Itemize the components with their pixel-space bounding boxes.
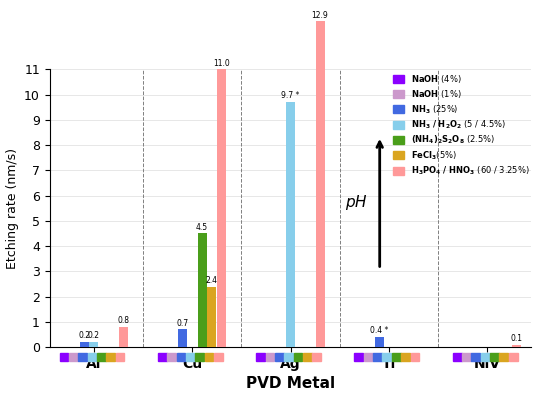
Bar xyxy=(509,353,518,361)
Bar xyxy=(316,21,324,347)
Bar xyxy=(374,337,383,347)
Bar xyxy=(186,353,195,361)
Bar xyxy=(88,353,97,361)
X-axis label: PVD Metal: PVD Metal xyxy=(246,376,335,391)
Bar xyxy=(392,353,401,361)
Bar xyxy=(207,287,216,347)
Bar xyxy=(462,353,471,361)
Bar xyxy=(195,353,204,361)
Bar xyxy=(373,353,382,361)
Text: 0.4 *: 0.4 * xyxy=(370,326,388,335)
Bar xyxy=(214,353,223,361)
Bar xyxy=(410,353,419,361)
Legend: $\bf{NaOH}$ $(4\%)$, $\bf{NaOH}$ $(1\%)$, $\bf{NH_3}$ $(25\%)$, $\bf{NH_3}$$\bf{: $\bf{NaOH}$ $(4\%)$, $\bf{NaOH}$ $(1\%)$… xyxy=(390,71,532,180)
Bar xyxy=(69,353,78,361)
Bar xyxy=(294,353,302,361)
Text: 2.4: 2.4 xyxy=(206,276,218,285)
Bar xyxy=(78,353,87,361)
Text: $\mathit{pH}$: $\mathit{pH}$ xyxy=(345,193,368,212)
Bar xyxy=(499,353,509,361)
Bar xyxy=(106,353,115,361)
Text: 11.0: 11.0 xyxy=(213,58,230,67)
Bar xyxy=(453,353,462,361)
Bar xyxy=(284,353,293,361)
Bar xyxy=(312,353,321,361)
Text: 12.9: 12.9 xyxy=(311,11,329,19)
Text: 0.2: 0.2 xyxy=(88,331,100,340)
Bar xyxy=(471,353,480,361)
Bar xyxy=(490,353,499,361)
Bar xyxy=(158,353,166,361)
Bar xyxy=(303,353,311,361)
Text: 4.5: 4.5 xyxy=(196,223,208,232)
Text: 0.8: 0.8 xyxy=(118,316,129,325)
Bar xyxy=(382,353,391,361)
Bar xyxy=(354,353,364,361)
Bar xyxy=(401,353,410,361)
Text: 9.7 *: 9.7 * xyxy=(281,91,300,100)
Bar xyxy=(79,342,89,347)
Bar xyxy=(115,353,125,361)
Bar xyxy=(286,102,295,347)
Bar xyxy=(90,342,98,347)
Text: 0.1: 0.1 xyxy=(511,334,523,343)
Bar xyxy=(265,353,274,361)
Bar xyxy=(256,353,265,361)
Y-axis label: Etching rate (nm/s): Etching rate (nm/s) xyxy=(5,148,19,269)
Bar xyxy=(97,353,106,361)
Bar xyxy=(275,353,284,361)
Bar xyxy=(178,330,187,347)
Bar xyxy=(481,353,490,361)
Bar xyxy=(177,353,185,361)
Bar xyxy=(60,353,68,361)
Bar xyxy=(364,353,373,361)
Bar xyxy=(205,353,213,361)
Text: 0.7: 0.7 xyxy=(176,319,188,328)
Bar xyxy=(167,353,176,361)
Text: 0.2: 0.2 xyxy=(78,331,90,340)
Bar xyxy=(198,233,207,347)
Bar xyxy=(119,327,128,347)
Bar xyxy=(512,345,521,347)
Bar xyxy=(217,69,226,347)
